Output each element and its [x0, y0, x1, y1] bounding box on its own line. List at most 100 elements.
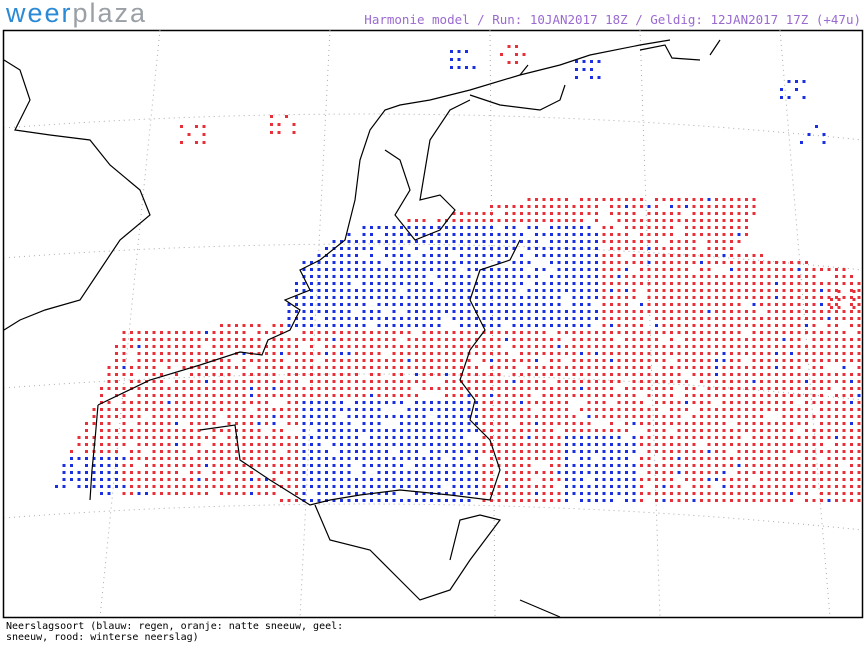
- precip-dot: [460, 387, 463, 390]
- precip-dot: [287, 478, 291, 481]
- precip-dot: [437, 443, 441, 446]
- precip-dot: [730, 331, 733, 334]
- precip-dot: [767, 317, 771, 320]
- precip-dot: [542, 303, 546, 306]
- precip-dot: [235, 478, 238, 481]
- precip-dot: [235, 415, 238, 418]
- precip-dot: [640, 380, 643, 383]
- precip-dot: [745, 226, 748, 229]
- precip-dot: [190, 359, 193, 362]
- precip-dot: [475, 492, 478, 495]
- precip-dot: [325, 317, 328, 320]
- precip-dot: [362, 359, 366, 362]
- precip-dot: [100, 401, 103, 404]
- precip-dot: [385, 240, 388, 243]
- precip-dot: [265, 415, 268, 418]
- precip-dot: [767, 289, 771, 292]
- precip-dot: [820, 478, 823, 481]
- precip-dot: [242, 457, 246, 460]
- precip-dot: [745, 219, 748, 222]
- precip-dot: [842, 457, 846, 460]
- precip-dot: [790, 261, 793, 264]
- precip-dot: [542, 436, 546, 439]
- precip-dot: [625, 310, 628, 313]
- precip-dot: [317, 450, 321, 453]
- precip-dot: [797, 289, 801, 292]
- precip-dot: [257, 408, 261, 411]
- precip-dot: [602, 282, 606, 285]
- precip-dot: [625, 450, 628, 453]
- precip-dot: [385, 345, 388, 348]
- precip-dot: [775, 464, 778, 467]
- precip-dot: [857, 373, 861, 376]
- precip-dot: [515, 45, 518, 48]
- precip-dot: [820, 289, 823, 292]
- precip-dot: [392, 324, 396, 327]
- precip-dot: [392, 296, 396, 299]
- precip-dot: [557, 380, 561, 383]
- precip-dot: [722, 240, 726, 243]
- precip-dot: [775, 436, 778, 439]
- precip-dot: [422, 422, 426, 425]
- precip-dot: [587, 303, 591, 306]
- precip-dot: [280, 499, 283, 502]
- precip-dot: [692, 317, 696, 320]
- precip-dot: [737, 275, 741, 278]
- precip-dot: [332, 359, 336, 362]
- precip-dot: [602, 289, 606, 292]
- precip-dot: [482, 471, 486, 474]
- precip-dot: [632, 443, 636, 446]
- precip-dot: [505, 464, 508, 467]
- precip-dot: [602, 352, 606, 355]
- precip-dot: [400, 359, 403, 362]
- precip-dot: [715, 324, 718, 327]
- precip-dot: [557, 394, 561, 397]
- precip-dot: [347, 499, 351, 502]
- precip-dot: [760, 345, 763, 348]
- graticule-line: [639, 29, 661, 618]
- precip-dot: [505, 471, 508, 474]
- precip-dot: [377, 324, 381, 327]
- precip-dot: [520, 219, 523, 222]
- precip-dot: [407, 366, 411, 369]
- precip-dot: [250, 324, 253, 327]
- precip-dot: [767, 492, 771, 495]
- precip-dot: [512, 429, 516, 432]
- precip-dot: [310, 450, 313, 453]
- precip-dot: [722, 443, 726, 446]
- precip-dot: [460, 233, 463, 236]
- precip-dot: [270, 123, 273, 126]
- precip-dot: [340, 450, 343, 453]
- precip-dot: [820, 464, 823, 467]
- precip-dot: [827, 282, 831, 285]
- precip-dot: [450, 50, 453, 53]
- precip-dot: [640, 261, 643, 264]
- precip-dot: [745, 415, 748, 418]
- precip-dot: [280, 380, 283, 383]
- precip-dot: [287, 401, 291, 404]
- precip-dot: [662, 401, 666, 404]
- precip-dot: [520, 380, 523, 383]
- precip-dot: [745, 422, 748, 425]
- precip-dot: [445, 478, 448, 481]
- precip-dot: [632, 380, 636, 383]
- precip-dot: [760, 464, 763, 467]
- precip-dot: [415, 219, 418, 222]
- precip-dot: [497, 443, 501, 446]
- precip-dot: [100, 450, 103, 453]
- precip-dot: [745, 275, 748, 278]
- precip-dot: [377, 289, 381, 292]
- precip-dot: [587, 436, 591, 439]
- precip-dot: [197, 373, 201, 376]
- precip-dot: [715, 359, 718, 362]
- precip-dot: [137, 380, 141, 383]
- precip-dot: [385, 443, 388, 446]
- precip-dot: [835, 471, 838, 474]
- precip-dot: [730, 394, 733, 397]
- precip-dot: [662, 373, 666, 376]
- precip-dot: [842, 429, 846, 432]
- precip-dot: [265, 457, 268, 460]
- precip-dot: [587, 415, 591, 418]
- precip-dot: [820, 303, 823, 306]
- precip-dot: [647, 443, 651, 446]
